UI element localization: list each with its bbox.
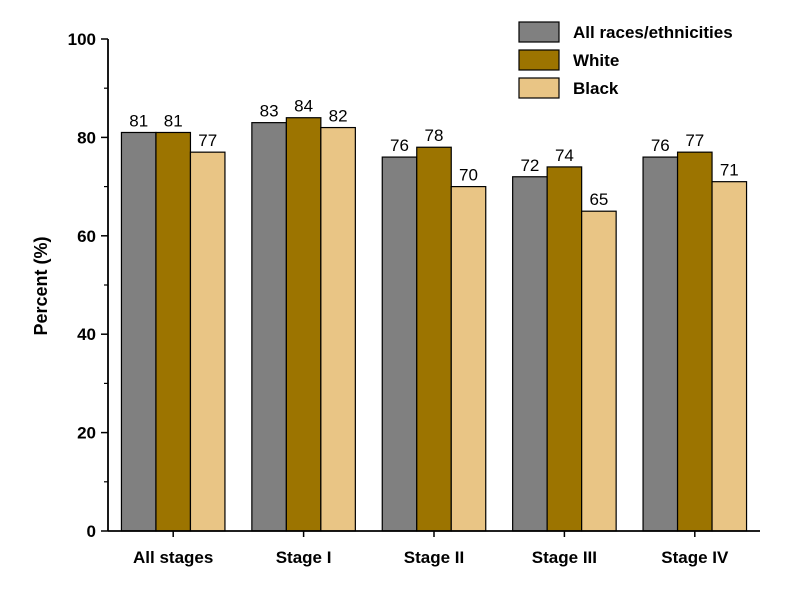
legend-label-0: All races/ethnicities bbox=[573, 23, 733, 42]
data-label-0-2: 77 bbox=[198, 131, 217, 150]
bar-2-1 bbox=[416, 146, 452, 532]
data-labels-group: 81 81 77 83 84 82 76 78 70 72 74 65 76 77 71 bbox=[129, 97, 739, 209]
legend-swatch-0 bbox=[518, 21, 560, 43]
bar-3-1 bbox=[546, 166, 583, 532]
bar-0-0 bbox=[120, 131, 157, 532]
data-label-3-2: 65 bbox=[589, 190, 608, 209]
bar-3-2 bbox=[581, 210, 617, 532]
axes-group: All stages Stage I Stage II Stage III Stage … bbox=[68, 30, 760, 567]
bar-1-0 bbox=[251, 122, 287, 532]
x-tick-label-2: Stage II bbox=[404, 548, 464, 567]
legend-swatch-2 bbox=[518, 77, 560, 99]
bar-0-1 bbox=[155, 131, 192, 532]
y-tick-label-1: 20 bbox=[77, 424, 96, 443]
x-tick-label-0: All stages bbox=[133, 548, 213, 567]
y-tick-label-5: 100 bbox=[68, 30, 96, 49]
bar-4-2 bbox=[711, 181, 748, 532]
bar-2-0 bbox=[381, 156, 418, 532]
data-label-1-2: 82 bbox=[329, 107, 348, 126]
data-label-3-0: 72 bbox=[520, 156, 539, 175]
data-label-1-1: 84 bbox=[294, 97, 313, 116]
data-label-4-0: 76 bbox=[651, 136, 670, 155]
x-tick-label-4: Stage IV bbox=[661, 548, 729, 567]
x-tick-label-3: Stage III bbox=[532, 548, 597, 567]
bar-3-0 bbox=[512, 176, 548, 532]
data-label-2-2: 70 bbox=[459, 166, 478, 185]
data-label-0-1: 81 bbox=[164, 111, 183, 130]
data-label-3-1: 74 bbox=[555, 146, 574, 165]
y-tick-label-4: 80 bbox=[77, 128, 96, 147]
data-label-4-2: 71 bbox=[720, 161, 739, 180]
bar-4-0 bbox=[642, 156, 679, 532]
bar-4-1 bbox=[676, 151, 713, 532]
data-label-4-1: 77 bbox=[685, 131, 704, 150]
bar-1-2 bbox=[320, 126, 356, 532]
y-tick-label-0: 0 bbox=[87, 522, 96, 541]
bar-2-2 bbox=[450, 186, 487, 532]
data-label-2-0: 76 bbox=[390, 136, 409, 155]
y-tick-label-2: 40 bbox=[77, 325, 96, 344]
bar-0-2 bbox=[189, 151, 226, 532]
data-label-1-0: 83 bbox=[260, 102, 279, 121]
legend: All races/ethnicities White Black bbox=[518, 21, 733, 99]
legend-label-2: Black bbox=[573, 79, 619, 98]
legend-swatch-1 bbox=[518, 49, 560, 71]
y-axis-title: Percent (%) bbox=[31, 236, 51, 335]
data-label-2-1: 78 bbox=[425, 126, 444, 145]
legend-label-1: White bbox=[573, 51, 619, 70]
bar-1-1 bbox=[285, 117, 322, 532]
y-tick-label-3: 60 bbox=[77, 227, 96, 246]
x-tick-label-1: Stage I bbox=[276, 548, 332, 567]
bars-group bbox=[120, 117, 748, 532]
data-label-0-0: 81 bbox=[129, 111, 148, 130]
